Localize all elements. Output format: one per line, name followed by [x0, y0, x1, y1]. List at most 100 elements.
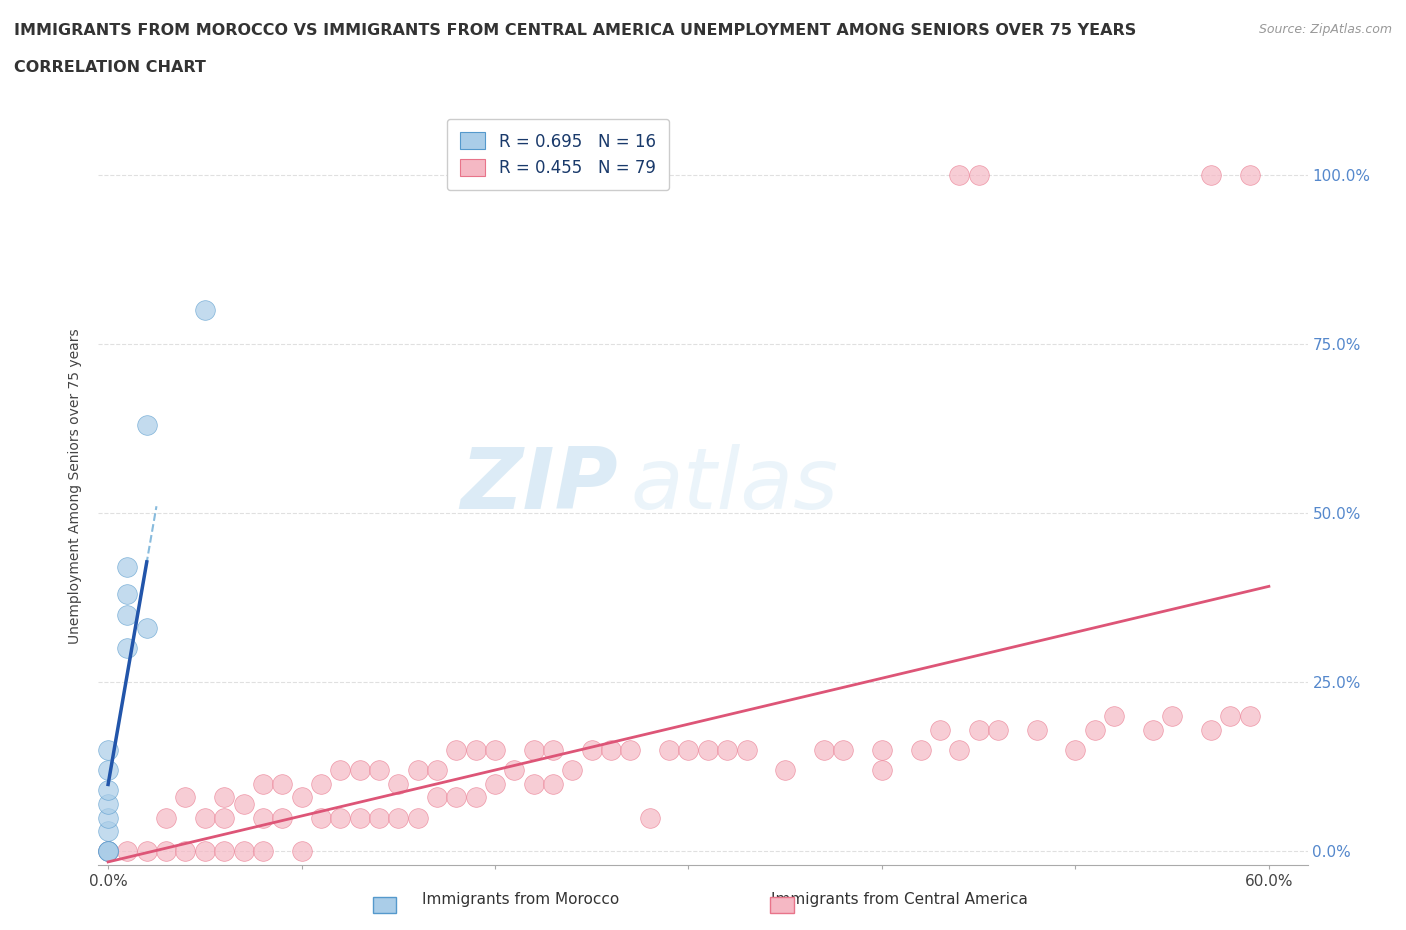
Point	[387, 810, 409, 825]
Point	[658, 742, 681, 757]
Point	[368, 810, 391, 825]
Point	[541, 777, 564, 791]
Point	[464, 790, 486, 804]
Point	[290, 844, 312, 858]
Point	[212, 844, 235, 858]
Point	[232, 797, 254, 812]
Text: Immigrants from Central America: Immigrants from Central America	[772, 892, 1028, 907]
Point	[406, 763, 429, 777]
Point	[349, 810, 371, 825]
Point	[97, 844, 120, 858]
Point	[194, 302, 217, 317]
Point	[1102, 709, 1125, 724]
Point	[406, 810, 429, 825]
Point	[600, 742, 623, 757]
Point	[1199, 722, 1222, 737]
Point	[97, 783, 120, 798]
Point	[117, 844, 139, 858]
Point	[212, 810, 235, 825]
Point	[735, 742, 758, 757]
Point	[541, 742, 564, 757]
Point	[929, 722, 952, 737]
Point	[309, 810, 332, 825]
Point	[252, 777, 274, 791]
Point	[1084, 722, 1107, 737]
Point	[212, 790, 235, 804]
Point	[1239, 167, 1261, 182]
Point	[523, 742, 546, 757]
Point	[97, 763, 120, 777]
Point	[870, 763, 893, 777]
Point	[194, 844, 217, 858]
Text: atlas: atlas	[630, 445, 838, 527]
Point	[97, 844, 120, 858]
Point	[870, 742, 893, 757]
Point	[1142, 722, 1164, 737]
Point	[503, 763, 526, 777]
Point	[910, 742, 932, 757]
Point	[97, 797, 120, 812]
Point	[349, 763, 371, 777]
Point	[987, 722, 1010, 737]
Point	[329, 810, 352, 825]
Point	[174, 790, 197, 804]
Point	[446, 742, 468, 757]
Point	[135, 418, 157, 432]
Point	[967, 167, 990, 182]
Point	[561, 763, 583, 777]
Point	[117, 641, 139, 656]
Point	[97, 742, 120, 757]
Point	[194, 810, 217, 825]
Text: IMMIGRANTS FROM MOROCCO VS IMMIGRANTS FROM CENTRAL AMERICA UNEMPLOYMENT AMONG SE: IMMIGRANTS FROM MOROCCO VS IMMIGRANTS FR…	[14, 23, 1136, 38]
Text: ZIP: ZIP	[461, 445, 619, 527]
Point	[135, 620, 157, 635]
Point	[832, 742, 855, 757]
Text: Immigrants from Morocco: Immigrants from Morocco	[422, 892, 619, 907]
Point	[97, 844, 120, 858]
Point	[117, 607, 139, 622]
Point	[271, 777, 294, 791]
Point	[619, 742, 641, 757]
Text: CORRELATION CHART: CORRELATION CHART	[14, 60, 205, 75]
Legend: R = 0.695   N = 16, R = 0.455   N = 79: R = 0.695 N = 16, R = 0.455 N = 79	[447, 119, 669, 191]
Y-axis label: Unemployment Among Seniors over 75 years: Unemployment Among Seniors over 75 years	[69, 328, 83, 644]
Point	[464, 742, 486, 757]
Point	[252, 844, 274, 858]
Point	[1064, 742, 1087, 757]
Point	[446, 790, 468, 804]
Point	[581, 742, 603, 757]
Point	[97, 810, 120, 825]
Point	[716, 742, 738, 757]
Point	[948, 167, 970, 182]
Point	[426, 790, 449, 804]
Point	[232, 844, 254, 858]
Point	[948, 742, 970, 757]
Point	[638, 810, 661, 825]
Point	[813, 742, 835, 757]
Point	[523, 777, 546, 791]
Point	[426, 763, 449, 777]
Point	[484, 742, 506, 757]
Point	[1025, 722, 1047, 737]
Point	[1219, 709, 1241, 724]
Point	[1239, 709, 1261, 724]
Point	[117, 587, 139, 602]
Point	[696, 742, 718, 757]
Point	[97, 844, 120, 858]
Text: Source: ZipAtlas.com: Source: ZipAtlas.com	[1258, 23, 1392, 36]
Point	[1161, 709, 1184, 724]
Point	[271, 810, 294, 825]
Point	[309, 777, 332, 791]
Point	[678, 742, 700, 757]
Point	[155, 810, 177, 825]
Point	[290, 790, 312, 804]
Point	[155, 844, 177, 858]
Point	[117, 560, 139, 575]
Point	[174, 844, 197, 858]
Point	[387, 777, 409, 791]
Point	[368, 763, 391, 777]
Point	[97, 824, 120, 839]
Point	[967, 722, 990, 737]
Point	[773, 763, 796, 777]
Point	[329, 763, 352, 777]
